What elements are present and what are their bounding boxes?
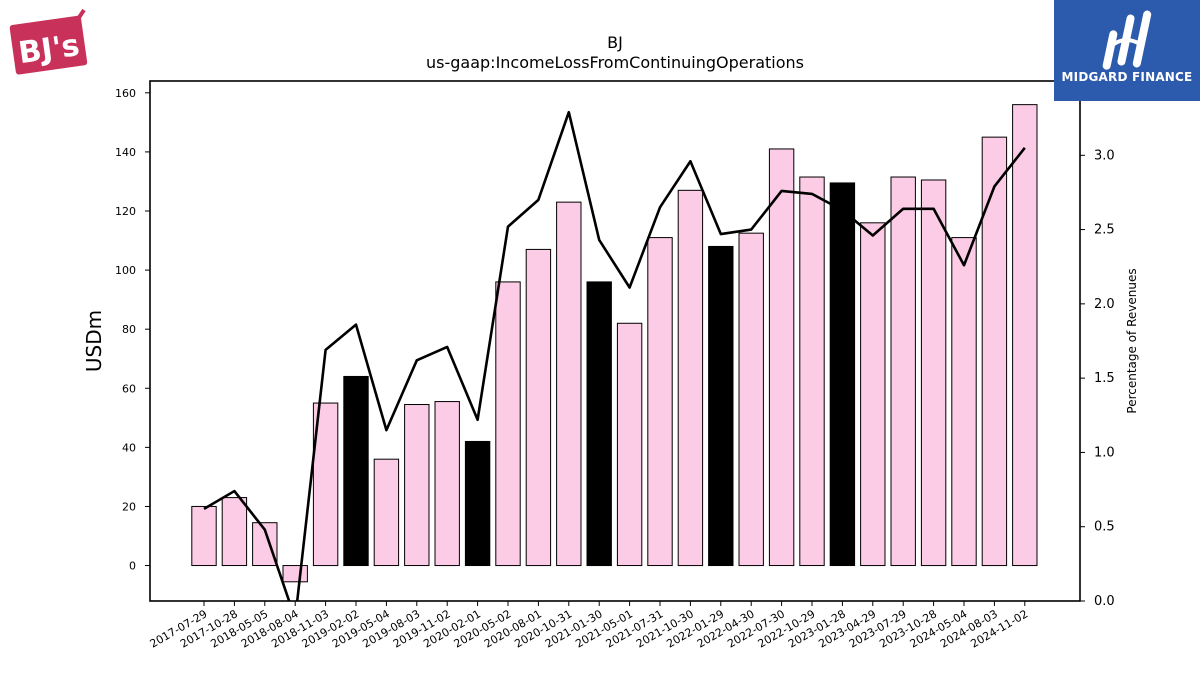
y2-tick-label: 1.5 bbox=[1094, 371, 1115, 386]
chart-title: BJ bbox=[607, 33, 623, 52]
bar-2022-04-30 bbox=[738, 232, 764, 567]
bar-2021-01-30 bbox=[586, 281, 612, 567]
y2-tick-label: 0.0 bbox=[1094, 594, 1115, 609]
bar-2020-10-31 bbox=[556, 201, 582, 567]
bar-2022-10-29 bbox=[799, 176, 825, 567]
y-tick-label: 100 bbox=[115, 264, 136, 277]
bar-2022-07-30 bbox=[768, 148, 795, 567]
plot-frame bbox=[149, 80, 1081, 602]
bar-2023-01-28 bbox=[829, 182, 856, 567]
y2-axis-label: Percentage of Revenues bbox=[1125, 268, 1139, 413]
percentage-of-revenues-line bbox=[203, 110, 1026, 601]
y-axis-label: USDm bbox=[82, 310, 106, 372]
bar-2021-10-30 bbox=[677, 189, 704, 567]
y2-tick-label: 1.0 bbox=[1094, 445, 1115, 460]
midgard-finance-logo: MIDGARD FINANCE bbox=[1054, 0, 1200, 101]
bar-2024-08-03 bbox=[981, 136, 1008, 567]
bar-2022-01-29 bbox=[708, 245, 734, 567]
line-layer bbox=[203, 110, 1026, 601]
y-tick-label: 60 bbox=[122, 382, 136, 395]
midgard-mark-icon bbox=[1102, 10, 1152, 70]
chart-subtitle: us-gaap:IncomeLossFromContinuingOperatio… bbox=[426, 53, 804, 72]
bjs-logo: BJ's bbox=[8, 8, 90, 76]
bar-2017-10-28 bbox=[221, 497, 248, 567]
midgard-finance-logo-text: MIDGARD FINANCE bbox=[1061, 70, 1193, 84]
bar-2024-11-02 bbox=[1012, 104, 1038, 567]
bar-2020-05-02 bbox=[495, 281, 521, 567]
y-tick-label: 40 bbox=[122, 441, 136, 454]
y2-tick-label: 2.0 bbox=[1094, 297, 1115, 312]
y2-tick-label: 2.5 bbox=[1094, 223, 1115, 238]
y2-tick-label: 0.5 bbox=[1094, 520, 1115, 535]
y-tick-label: 120 bbox=[115, 205, 136, 218]
bar-2018-08-04 bbox=[282, 565, 308, 583]
y2-tick-label: 3.0 bbox=[1094, 148, 1115, 163]
bars-layer bbox=[191, 104, 1038, 583]
bar-2019-05-04 bbox=[373, 458, 400, 567]
y-tick-label: 20 bbox=[122, 500, 136, 513]
y-tick-label: 0 bbox=[129, 560, 136, 573]
bar-2021-07-31 bbox=[647, 237, 673, 567]
bar-2019-08-03 bbox=[404, 404, 430, 567]
bar-2019-02-02 bbox=[343, 375, 369, 567]
bar-2017-07-29 bbox=[191, 505, 217, 567]
bar-2023-10-28 bbox=[920, 179, 947, 567]
bar-2024-05-04 bbox=[951, 237, 977, 567]
bar-2020-02-01 bbox=[464, 440, 491, 567]
bar-2023-04-29 bbox=[860, 222, 886, 567]
y-tick-label: 80 bbox=[122, 323, 136, 336]
bar-2021-05-01 bbox=[616, 322, 643, 567]
bjs-logo-text: BJ's bbox=[16, 28, 81, 71]
bar-2023-07-29 bbox=[890, 176, 916, 567]
y-tick-label: 140 bbox=[115, 146, 136, 159]
bar-2020-08-01 bbox=[525, 248, 552, 567]
y-tick-label: 160 bbox=[115, 87, 136, 100]
bar-2019-11-02 bbox=[434, 401, 460, 567]
